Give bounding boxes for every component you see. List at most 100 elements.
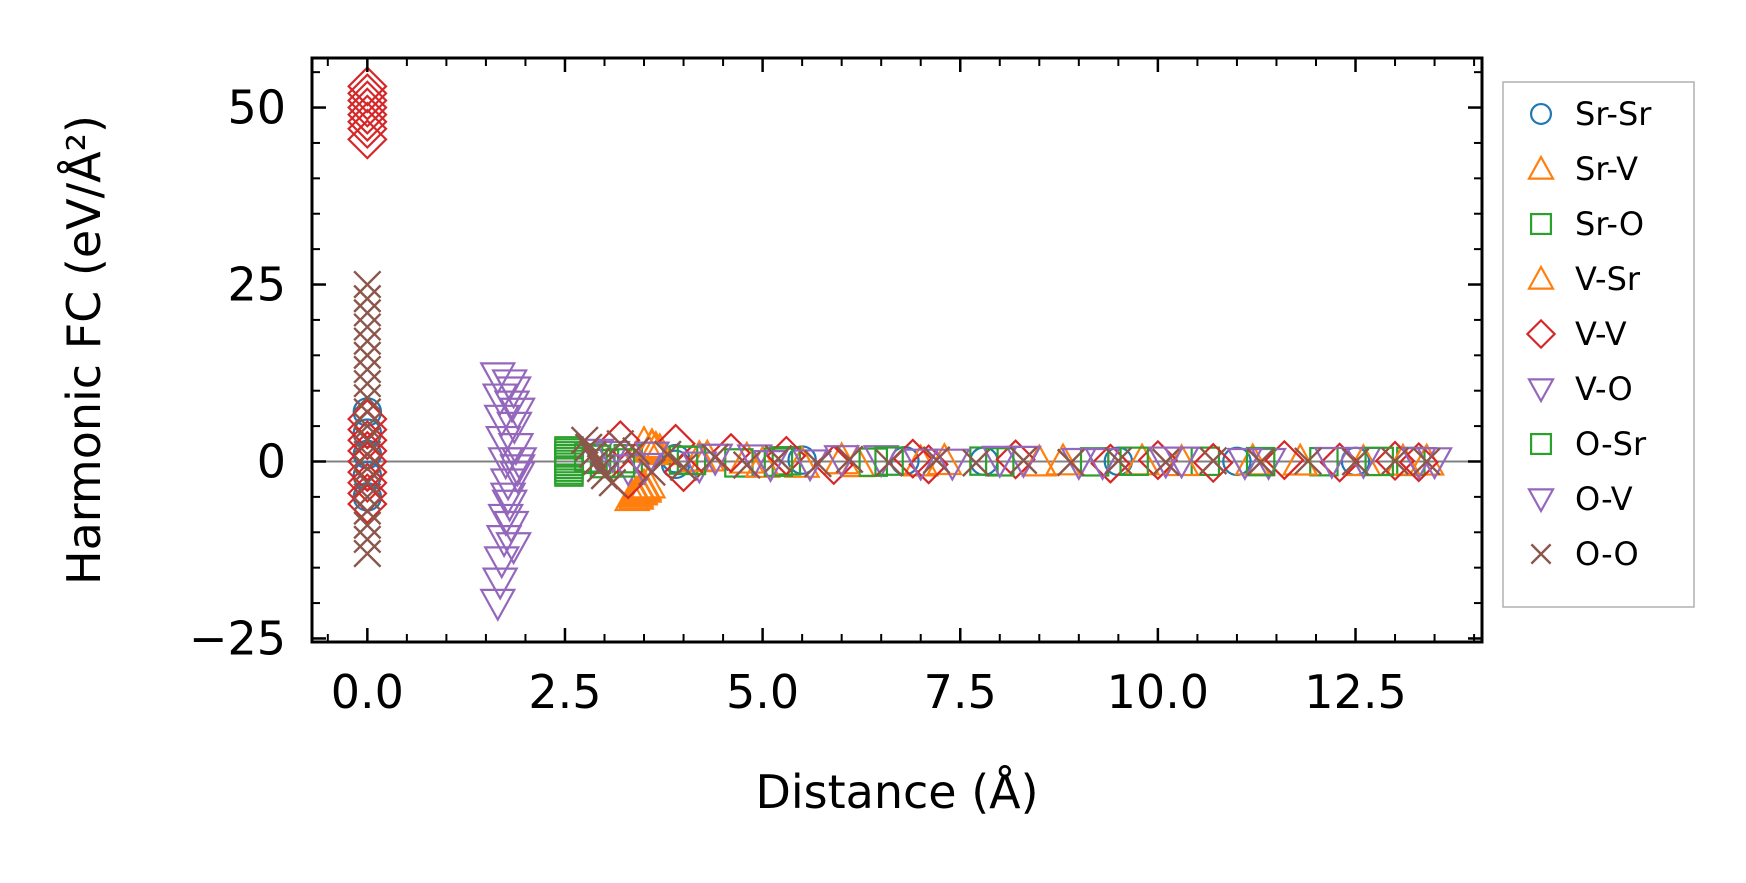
- legend-label-sr-sr: Sr-Sr: [1575, 95, 1652, 133]
- data-point-v-v: [710, 432, 752, 474]
- plot-area: [312, 66, 1482, 622]
- data-point-o-v: [497, 433, 535, 467]
- data-point-v-v: [663, 451, 704, 493]
- data-point-o-v: [1313, 446, 1351, 480]
- data-point-o-o: [803, 449, 832, 478]
- data-point-o-o: [606, 429, 635, 458]
- data-point-sr-v: [1020, 443, 1058, 477]
- data-point-v-sr: [744, 444, 781, 478]
- series-o-o: [353, 270, 1441, 568]
- legend-item-v-o: V-O: [1527, 370, 1633, 408]
- y-tick-label: −25: [189, 611, 286, 665]
- data-point-o-o: [353, 369, 382, 398]
- data-point-o-o: [962, 448, 991, 477]
- y-axis-label: Harmonic FC (eV/Å²): [57, 115, 111, 585]
- legend-marker-o-o: [1530, 543, 1552, 565]
- data-point-v-o: [1084, 447, 1121, 481]
- data-point-o-v: [481, 567, 519, 601]
- data-point-v-v: [607, 458, 649, 500]
- legend-item-v-v: V-V: [1525, 315, 1627, 353]
- data-point-o-v: [499, 454, 536, 488]
- legend-marker-sr-sr: [1529, 102, 1553, 126]
- data-point-o-o: [353, 284, 382, 313]
- data-point-o-o: [764, 444, 793, 473]
- data-point-o-v: [489, 482, 527, 516]
- data-point-o-o: [574, 433, 603, 462]
- data-point-o-o: [353, 298, 382, 327]
- data-point-o-o: [1104, 446, 1133, 475]
- y-tick-label: 50: [227, 81, 286, 135]
- data-point-o-v: [1226, 447, 1264, 481]
- legend-label-sr-v: Sr-V: [1575, 150, 1638, 188]
- data-point-o-o: [578, 440, 607, 469]
- data-point-o-o: [570, 426, 599, 455]
- data-point-v-o: [483, 404, 521, 438]
- data-point-v-o: [736, 444, 774, 478]
- data-point-v-o: [1005, 445, 1042, 479]
- data-point-o-o: [875, 448, 904, 477]
- x-tick-label: 12.5: [1304, 665, 1406, 719]
- data-point-o-o: [353, 270, 382, 299]
- data-point-o-o: [922, 446, 951, 475]
- legend-marker-o-v: [1527, 488, 1555, 514]
- data-point-o-o: [1341, 447, 1370, 476]
- data-point-v-sr: [621, 472, 659, 506]
- data-point-v-o: [680, 451, 718, 485]
- legend-item-v-sr: V-Sr: [1527, 260, 1641, 298]
- data-point-o-v: [902, 448, 940, 482]
- legend-item-o-o: O-O: [1530, 535, 1639, 573]
- data-point-o-o: [353, 525, 382, 554]
- data-point-o-o: [669, 453, 698, 482]
- legend-item-sr-o: Sr-O: [1529, 205, 1644, 243]
- data-point-o-v: [479, 588, 517, 622]
- legend-label-o-o: O-O: [1575, 535, 1639, 573]
- data-point-sr-v: [783, 444, 821, 478]
- legend-label-v-sr: V-Sr: [1575, 260, 1641, 298]
- data-point-o-v: [1147, 446, 1185, 480]
- legend-item-o-v: O-V: [1527, 480, 1633, 518]
- series-o-sr: [554, 438, 1394, 485]
- data-point-o-o: [353, 412, 382, 441]
- data-point-o-o: [586, 454, 615, 483]
- legend-item-o-sr: O-Sr: [1529, 425, 1647, 463]
- data-point-v-v: [347, 462, 388, 503]
- data-point-o-o: [622, 436, 651, 465]
- data-point-o-v: [981, 445, 1019, 479]
- data-point-o-o: [1199, 446, 1228, 475]
- data-point-o-o: [1380, 447, 1410, 476]
- data-point-v-v: [347, 94, 388, 135]
- data-point-v-v: [347, 87, 388, 128]
- data-point-v-v: [995, 439, 1036, 480]
- data-point-o-o: [353, 496, 382, 526]
- data-point-o-o: [353, 397, 382, 426]
- data-point-o-sr: [1364, 446, 1394, 477]
- y-tick-label: 0: [257, 434, 286, 488]
- legend-marker-sr-v: [1527, 154, 1555, 180]
- legend-marker-sr-o: [1529, 212, 1553, 236]
- legend-label-v-o: V-O: [1575, 370, 1633, 408]
- data-point-o-o: [1056, 448, 1085, 477]
- data-point-o-o: [835, 445, 864, 474]
- data-point-o-v: [493, 390, 531, 424]
- data-point-o-v: [485, 525, 523, 559]
- data-point-v-v: [1264, 439, 1305, 481]
- data-point-o-o: [353, 426, 382, 455]
- legend-marker-v-sr: [1527, 264, 1555, 290]
- data-point-v-v: [347, 119, 388, 160]
- data-point-o-o: [353, 341, 382, 370]
- data-point-o-o: [353, 440, 382, 469]
- y-tick-label: 25: [227, 258, 286, 312]
- data-point-o-v: [496, 411, 533, 445]
- data-point-o-o: [353, 454, 382, 483]
- data-point-v-v: [347, 73, 388, 114]
- data-point-v-v: [347, 419, 388, 461]
- data-point-v-sr: [625, 469, 663, 503]
- data-point-o-o: [653, 440, 682, 469]
- data-point-o-o: [353, 327, 382, 356]
- data-point-o-o: [1246, 448, 1275, 477]
- data-point-o-v: [594, 440, 631, 474]
- data-point-o-o: [1151, 448, 1180, 477]
- legend-marker-o-sr: [1529, 432, 1553, 456]
- data-point-o-o: [353, 482, 382, 511]
